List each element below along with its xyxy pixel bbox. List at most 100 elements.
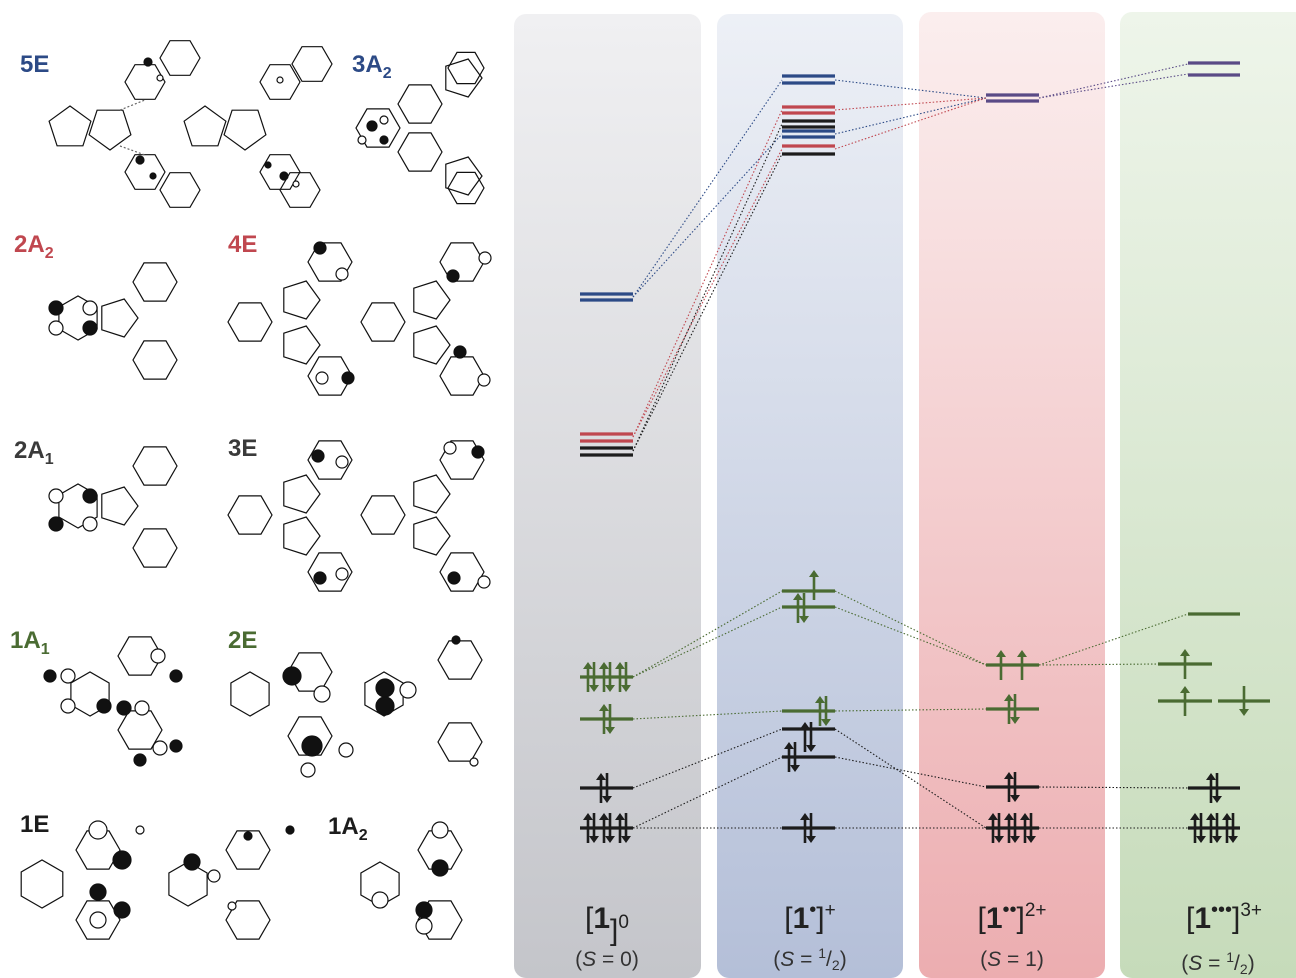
electron-arrow [621, 813, 631, 843]
hexagon-ring [439, 356, 485, 396]
svg-text:(S = 1/2): (S = 1/2) [1181, 949, 1254, 977]
orbital-lobe-open [335, 567, 349, 581]
hexagon-ring [132, 528, 178, 568]
electron-arrow [996, 650, 1006, 680]
orbital-lobe-open [399, 681, 417, 699]
correlation-line [834, 79, 987, 99]
molecular-orbital-drawings [20, 40, 492, 940]
orbital-lobe-filled [366, 120, 378, 132]
electron-arrow [1206, 813, 1216, 843]
orbital-lobe-filled [282, 666, 302, 686]
hexagon-ring [124, 64, 166, 100]
orbital-lobe-filled [313, 241, 327, 255]
electron-arrow [793, 593, 803, 623]
orbital-lobe-open [276, 76, 284, 84]
orbital-lobe-filled [311, 449, 325, 463]
hexagon-ring [439, 242, 485, 282]
correlation-line [834, 606, 987, 666]
orbital-lobe-open [82, 300, 98, 316]
orbital-lobe-open [88, 820, 108, 840]
electron-arrow [1026, 813, 1036, 843]
orbital-lobe-open [48, 488, 64, 504]
hexagon-ring [227, 302, 273, 342]
correlation-line [834, 97, 987, 111]
orbital-lobe-filled [112, 850, 132, 870]
orbital-lobe-filled [301, 735, 323, 757]
svg-text:2E: 2E [228, 627, 257, 654]
electron-arrow [988, 813, 998, 843]
hexagon-ring [397, 84, 443, 124]
electron-arrow [1004, 772, 1014, 802]
electron-arrow [605, 813, 615, 843]
orbital-lobe-filled [133, 753, 147, 767]
orbital-lobe-open [335, 267, 349, 281]
electron-arrow [615, 662, 625, 692]
orbital-lobe-filled [279, 171, 289, 181]
hexagon-ring [230, 671, 270, 717]
pentagon-ring [283, 474, 321, 514]
electron-arrow [800, 722, 810, 752]
pentagon-ring [413, 474, 451, 514]
ring-bond-dashed [119, 145, 146, 156]
ring-bond-dashed [119, 99, 146, 111]
orbital-lobe-filled [43, 669, 57, 683]
orbital-lobe-open [431, 821, 449, 839]
hexagon-ring [437, 722, 483, 762]
orbital-lobe-filled [149, 172, 157, 180]
electron-arrow [599, 704, 609, 734]
orbital-label-3A2: 3A2 [352, 51, 392, 82]
electron-arrow [809, 570, 819, 600]
electron-arrow [596, 773, 606, 803]
pentagon-ring [283, 280, 321, 320]
hexagon-ring [437, 640, 483, 680]
hexagon-ring [132, 446, 178, 486]
species-label-cation: [1•]+ (S = 1/2) [773, 899, 846, 973]
hexagon-ring [439, 552, 485, 592]
orbital-lobe-filled [89, 883, 107, 901]
electron-arrow [1010, 772, 1020, 802]
correlation-line [632, 153, 783, 452]
orbital-label-2A1: 2A1 [14, 437, 54, 468]
orbital-label-2E: 2E [228, 627, 257, 654]
electron-arrow [1239, 686, 1249, 716]
svg-text:2A1: 2A1 [14, 437, 54, 468]
electron-arrow [583, 813, 593, 843]
orbital-lobe-open [338, 742, 354, 758]
hexagon-ring [307, 242, 353, 282]
orbital-lobe-open [134, 700, 150, 716]
hexagon-ring [287, 716, 333, 756]
orbital-lobe-filled [415, 901, 433, 919]
correlation-line [632, 148, 783, 438]
orbital-lobe-open [379, 115, 389, 125]
hexagon-ring [259, 154, 301, 190]
orbital-lobe-open [357, 135, 367, 145]
electron-arrow [1190, 813, 1200, 843]
hexagon-ring [227, 495, 273, 535]
correlation-lines [632, 63, 1189, 829]
electron-arrow [1228, 813, 1238, 843]
correlation-line [834, 590, 987, 666]
orbital-lobe-filled [446, 269, 460, 283]
electron-arrow [994, 813, 1004, 843]
correlation-line [632, 756, 783, 829]
orbital-lobe-open [300, 762, 316, 778]
orbital-lobe-filled [313, 571, 327, 585]
hexagon-ring [307, 440, 353, 480]
hexagon-ring [117, 710, 163, 750]
hexagon-ring [132, 262, 178, 302]
hexagon-ring [225, 900, 271, 940]
pentagon-ring [101, 298, 139, 338]
hexagon-ring [360, 302, 406, 342]
orbital-lobe-filled [82, 488, 98, 504]
electron-arrows [583, 570, 1249, 843]
electron-arrow [1196, 813, 1206, 843]
electron-arrow [1010, 813, 1020, 843]
orbital-lobe-filled [453, 345, 467, 359]
orbital-lobe-open [292, 180, 300, 188]
electron-arrow [1180, 649, 1190, 679]
hexagon-ring [360, 495, 406, 535]
orbital-lobe-open [313, 685, 331, 703]
pentagon-ring [445, 58, 483, 98]
hexagon-ring [279, 172, 321, 208]
